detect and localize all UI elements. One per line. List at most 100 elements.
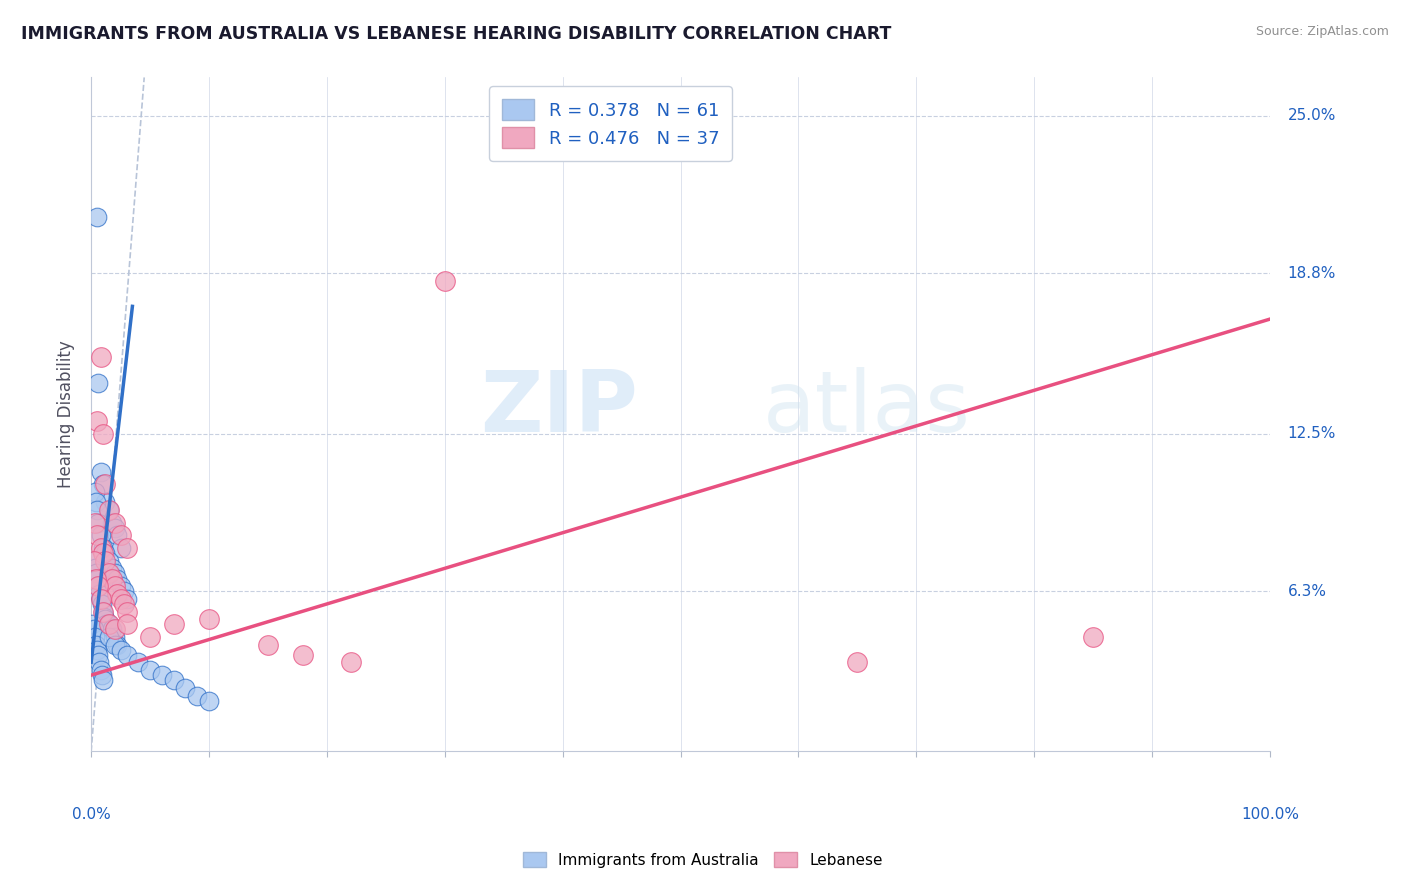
Point — [87, 579, 110, 593]
Text: Source: ZipAtlas.com: Source: ZipAtlas.com — [1256, 25, 1389, 38]
Text: 18.8%: 18.8% — [1288, 266, 1336, 281]
Point — [97, 617, 120, 632]
Text: 12.5%: 12.5% — [1288, 426, 1336, 441]
Point — [87, 648, 110, 662]
Point — [86, 572, 108, 586]
Point — [90, 591, 112, 606]
Point — [257, 638, 280, 652]
Point — [90, 528, 112, 542]
Point — [94, 554, 117, 568]
Point — [86, 211, 108, 225]
Point — [86, 642, 108, 657]
Point — [339, 656, 361, 670]
Point — [83, 485, 105, 500]
Y-axis label: Hearing Disability: Hearing Disability — [58, 341, 75, 488]
Point — [104, 579, 127, 593]
Point — [94, 495, 117, 509]
Point — [97, 630, 120, 644]
Point — [115, 617, 138, 632]
Point — [90, 597, 112, 611]
Point — [90, 591, 112, 606]
Point — [105, 587, 128, 601]
Point — [110, 528, 132, 542]
Point — [198, 612, 221, 626]
Point — [87, 376, 110, 390]
Legend: R = 0.378   N = 61, R = 0.476   N = 37: R = 0.378 N = 61, R = 0.476 N = 37 — [489, 87, 733, 161]
Point — [89, 587, 111, 601]
Point — [198, 693, 221, 707]
Point — [104, 521, 127, 535]
Text: 0.0%: 0.0% — [72, 807, 111, 822]
Point — [87, 516, 110, 530]
Point — [101, 572, 124, 586]
Point — [84, 572, 107, 586]
Point — [91, 605, 114, 619]
Point — [89, 656, 111, 670]
Point — [83, 630, 105, 644]
Text: IMMIGRANTS FROM AUSTRALIA VS LEBANESE HEARING DISABILITY CORRELATION CHART: IMMIGRANTS FROM AUSTRALIA VS LEBANESE HE… — [21, 25, 891, 43]
Point — [101, 623, 124, 637]
Point — [97, 566, 120, 581]
Point — [1083, 630, 1105, 644]
Point — [115, 541, 138, 555]
Point — [94, 477, 117, 491]
Point — [87, 579, 110, 593]
Point — [104, 630, 127, 644]
Point — [83, 554, 105, 568]
Point — [83, 516, 105, 530]
Point — [96, 617, 118, 632]
Point — [115, 648, 138, 662]
Point — [94, 612, 117, 626]
Legend: Immigrants from Australia, Lebanese: Immigrants from Australia, Lebanese — [516, 844, 890, 875]
Point — [97, 503, 120, 517]
Point — [83, 554, 105, 568]
Point — [101, 516, 124, 530]
Point — [104, 566, 127, 581]
Point — [83, 623, 105, 637]
Point — [150, 668, 173, 682]
Point — [93, 609, 115, 624]
Text: 25.0%: 25.0% — [1288, 108, 1336, 123]
Point — [433, 274, 456, 288]
Point — [110, 591, 132, 606]
Text: ZIP: ZIP — [481, 367, 638, 450]
Point — [84, 495, 107, 509]
Point — [105, 572, 128, 586]
Point — [94, 546, 117, 560]
Point — [104, 623, 127, 637]
Point — [91, 605, 114, 619]
Point — [90, 350, 112, 364]
Point — [86, 503, 108, 517]
Point — [91, 477, 114, 491]
Point — [110, 579, 132, 593]
Point — [846, 656, 869, 670]
Point — [163, 673, 186, 688]
Point — [139, 630, 162, 644]
Point — [174, 681, 197, 695]
Point — [84, 566, 107, 581]
Point — [97, 617, 120, 632]
Point — [163, 617, 186, 632]
Point — [110, 642, 132, 657]
Point — [97, 503, 120, 517]
Point — [86, 528, 108, 542]
Point — [105, 638, 128, 652]
Point — [86, 414, 108, 428]
Point — [91, 541, 114, 555]
Point — [91, 546, 114, 560]
Point — [104, 516, 127, 530]
Point — [82, 617, 104, 632]
Point — [127, 656, 149, 670]
Point — [90, 465, 112, 479]
Point — [90, 668, 112, 682]
Point — [115, 591, 138, 606]
Point — [112, 597, 135, 611]
Point — [91, 426, 114, 441]
Point — [110, 541, 132, 555]
Point — [139, 663, 162, 677]
Point — [83, 561, 105, 575]
Point — [104, 638, 127, 652]
Point — [105, 528, 128, 542]
Text: 6.3%: 6.3% — [1288, 583, 1327, 599]
Point — [112, 584, 135, 599]
